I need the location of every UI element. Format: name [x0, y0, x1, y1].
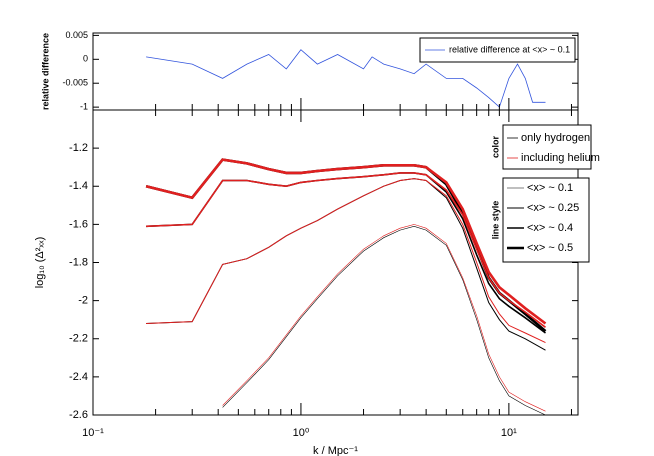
legend-label: only hydrogen [521, 132, 590, 144]
y-tick-label: -2.4 [69, 371, 88, 383]
legend-title: color [490, 136, 500, 159]
data-line [222, 224, 546, 412]
x-tick-label: 10⁰ [293, 427, 310, 439]
y-tick-label: -1.2 [69, 142, 88, 154]
data-line [145, 158, 547, 333]
data-line [146, 172, 546, 334]
y-tick-label: 0.005 [65, 30, 88, 40]
y-tick-label: -1 [80, 102, 88, 112]
legend-box [502, 124, 592, 170]
y-axis-label: relative difference [40, 33, 50, 110]
legend-label: <x> ~ 0.4 [527, 222, 573, 234]
legend-title: line style [490, 201, 500, 240]
x-axis-label: k / Mpc⁻¹ [313, 445, 358, 456]
data-line [146, 178, 546, 344]
legend-label: <x> ~ 0.1 [527, 182, 573, 194]
x-tick-label: 10¹ [501, 427, 517, 439]
data-line [222, 225, 546, 415]
legend-label: including helium [521, 152, 600, 164]
data-line [146, 49, 546, 108]
y-tick-label: -2.6 [69, 409, 88, 421]
legend-label: relative difference at <x> ~ 0.1 [449, 44, 570, 54]
x-tick-label: 10⁻¹ [82, 427, 104, 439]
data-line [146, 172, 546, 328]
legend-box [419, 37, 576, 63]
legend-label: <x> ~ 0.25 [527, 202, 579, 214]
y-tick-label: -2 [78, 295, 88, 307]
y-tick-label: -1.6 [69, 218, 88, 230]
y-tick-label: -1.8 [69, 256, 88, 268]
legend-label: <x> ~ 0.5 [527, 242, 573, 254]
y-tick-label: -1.4 [69, 180, 88, 192]
y-tick-label: -2.2 [69, 333, 88, 345]
y-axis-label: log₁₀ (Δ²ₓₓ) [34, 237, 46, 289]
y-tick-label: 0 [83, 54, 88, 64]
data-line [145, 158, 547, 325]
y-tick-label: -0.005 [62, 78, 88, 88]
